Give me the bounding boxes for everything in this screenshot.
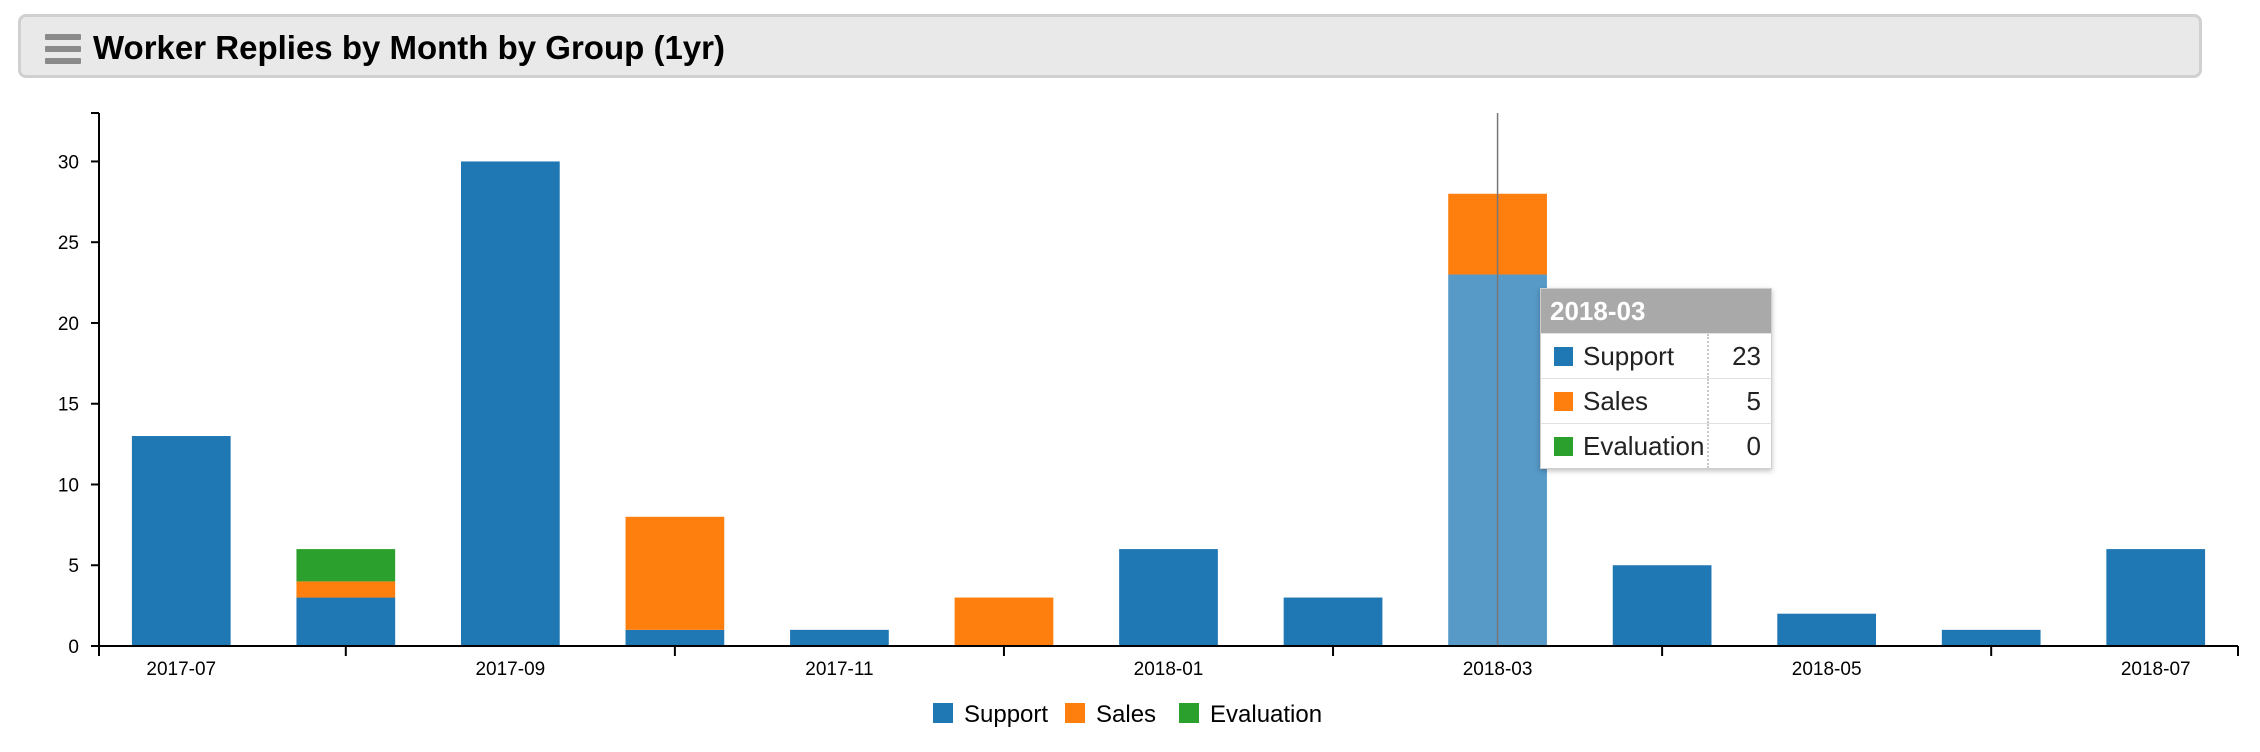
tooltip-swatch xyxy=(1554,346,1573,366)
x-tick-label: 2017-09 xyxy=(475,659,545,680)
tooltip-series-name: Evaluation xyxy=(1583,430,1705,461)
bar-support-2018-07 xyxy=(2106,549,2206,646)
x-tick-label: 2018-05 xyxy=(1792,659,1862,680)
bar-support-2018-01 xyxy=(1119,549,1218,646)
bar-support-2017-07 xyxy=(131,436,231,646)
y-tick-label: 25 xyxy=(58,233,79,254)
y-tick-label: 5 xyxy=(68,556,79,577)
bar-support-2018-06 xyxy=(1941,629,2041,646)
tooltip: 2018-03 Support 23 Sales 5 Evaluation 0 xyxy=(1540,288,1772,469)
y-tick-label: 15 xyxy=(58,395,79,416)
x-tick-label: 2017-07 xyxy=(146,659,216,680)
x-tick-label: 2018-07 xyxy=(2121,659,2191,680)
legend-swatch-evaluation xyxy=(1179,703,1199,723)
tooltip-title: 2018-03 xyxy=(1541,289,1771,333)
tooltip-value: 23 xyxy=(1707,334,1771,378)
bar-sales-2017-12 xyxy=(954,597,1054,646)
tooltip-value: 5 xyxy=(1707,379,1771,423)
bar-support-2018-04 xyxy=(1612,565,1712,646)
y-tick-label: 10 xyxy=(58,475,79,496)
tooltip-row-evaluation: Evaluation 0 xyxy=(1541,423,1771,468)
legend-swatch-sales xyxy=(1065,703,1085,723)
bar-support-2017-08 xyxy=(296,597,396,646)
bar-support-2017-10 xyxy=(625,629,725,646)
y-tick-label: 0 xyxy=(68,637,79,658)
bar-support-2018-02 xyxy=(1283,597,1383,646)
legend-swatch-support xyxy=(933,703,953,723)
bar-support-2018-05 xyxy=(1777,613,1877,646)
chart-header: Worker Replies by Month by Group (1yr) xyxy=(18,14,2202,78)
tooltip-swatch xyxy=(1554,436,1573,456)
tooltip-swatch xyxy=(1554,391,1573,411)
y-tick-label: 30 xyxy=(58,152,79,173)
y-tick-label: 20 xyxy=(58,314,79,335)
chart-title: Worker Replies by Month by Group (1yr) xyxy=(93,29,725,66)
legend-label-sales: Sales xyxy=(1096,701,1156,728)
bar-sales-2017-08 xyxy=(296,581,396,598)
bar-sales-2017-10 xyxy=(625,516,725,630)
bar-support-2017-09 xyxy=(460,161,560,647)
tooltip-series-name: Sales xyxy=(1583,385,1649,416)
tooltip-value: 0 xyxy=(1707,424,1771,468)
legend-label-evaluation: Evaluation xyxy=(1210,701,1322,728)
x-tick-label: 2018-03 xyxy=(1463,659,1533,680)
hamburger-menu-icon[interactable] xyxy=(45,34,81,64)
x-tick-label: 2017-11 xyxy=(805,659,873,680)
tooltip-row-support: Support 23 xyxy=(1541,333,1771,378)
x-tick-label: 2018-01 xyxy=(1134,659,1204,680)
tooltip-series-name: Support xyxy=(1583,340,1675,371)
bar-evaluation-2017-08 xyxy=(296,549,396,582)
bar-support-2017-11 xyxy=(790,629,889,646)
legend-label-support: Support xyxy=(964,701,1048,728)
tooltip-row-sales: Sales 5 xyxy=(1541,378,1771,423)
